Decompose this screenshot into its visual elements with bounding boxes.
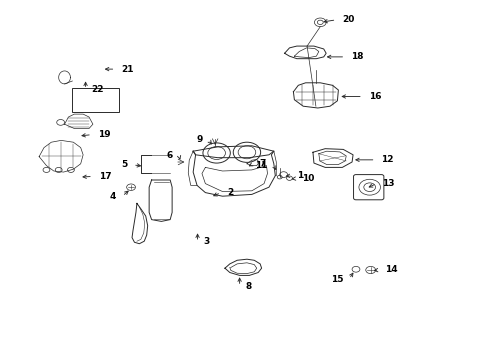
Text: 9: 9: [196, 135, 202, 144]
Text: 18: 18: [350, 52, 363, 61]
Text: 12: 12: [381, 155, 393, 164]
Text: 5: 5: [121, 161, 127, 169]
Text: 13: 13: [382, 179, 394, 188]
Text: 10: 10: [301, 174, 313, 183]
Text: 17: 17: [99, 172, 111, 181]
Text: 22: 22: [91, 85, 104, 94]
Text: 15: 15: [330, 275, 343, 284]
Text: 21: 21: [121, 65, 134, 74]
Text: 6: 6: [166, 151, 173, 160]
Text: 11: 11: [255, 161, 267, 170]
Text: 16: 16: [368, 92, 381, 101]
Text: 19: 19: [98, 130, 110, 139]
Text: 3: 3: [203, 238, 209, 247]
Text: 4: 4: [110, 192, 116, 201]
Text: 7: 7: [259, 159, 265, 168]
Text: 2: 2: [226, 188, 233, 197]
Text: 14: 14: [385, 266, 397, 274]
Text: 8: 8: [245, 282, 251, 291]
Text: 20: 20: [342, 15, 354, 24]
Text: 1: 1: [297, 171, 303, 180]
